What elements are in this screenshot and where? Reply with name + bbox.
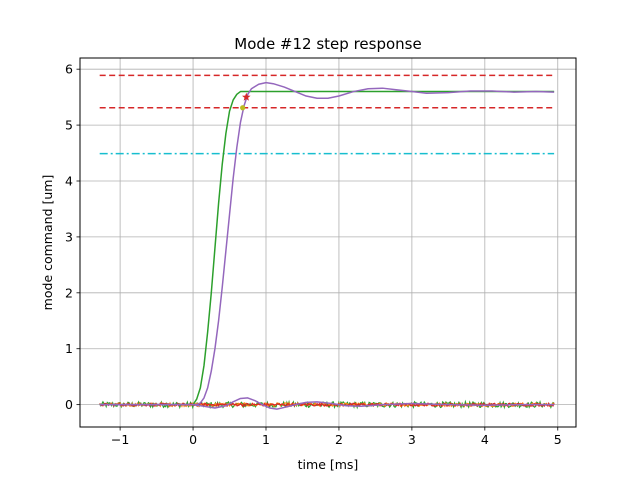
axes-frame — [79, 57, 577, 428]
x-tick-label: 4 — [481, 432, 489, 447]
x-tick-label: −1 — [111, 432, 129, 447]
settle-marker-star — [242, 92, 251, 101]
series-group — [99, 74, 555, 410]
series-line-0 — [99, 90, 555, 406]
y-tick-label: 5 — [65, 118, 73, 133]
y-tick-label: 6 — [65, 62, 73, 77]
x-axis-label: time [ms] — [298, 457, 359, 472]
plot-area — [99, 74, 555, 410]
x-tick-label: 0 — [189, 432, 197, 447]
grid — [80, 58, 576, 427]
y-tick-label: 3 — [65, 229, 73, 244]
y-tick-label: 2 — [65, 285, 73, 300]
ticks: −1 0 1 2 3 4 5 0 1 2 3 4 5 6 — [65, 62, 562, 447]
x-tick-label: 3 — [408, 432, 416, 447]
series-line-2 — [99, 397, 555, 410]
x-tick-label: 1 — [262, 432, 270, 447]
series-line-1 — [99, 81, 555, 406]
chart-title: Mode #12 step response — [234, 35, 421, 53]
y-tick-label: 4 — [65, 174, 73, 189]
x-tick-label: 2 — [335, 432, 343, 447]
y-tick-label: 0 — [65, 397, 73, 412]
x-tick-label: 5 — [554, 432, 562, 447]
threshold-marker-dot — [240, 105, 246, 111]
y-tick-label: 1 — [65, 341, 73, 356]
y-axis-label: mode command [um] — [40, 175, 55, 311]
